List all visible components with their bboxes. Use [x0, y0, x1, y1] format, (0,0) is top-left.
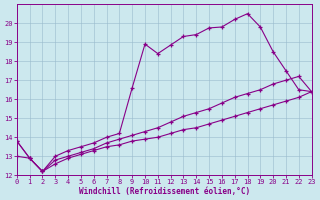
X-axis label: Windchill (Refroidissement éolien,°C): Windchill (Refroidissement éolien,°C) — [79, 187, 250, 196]
